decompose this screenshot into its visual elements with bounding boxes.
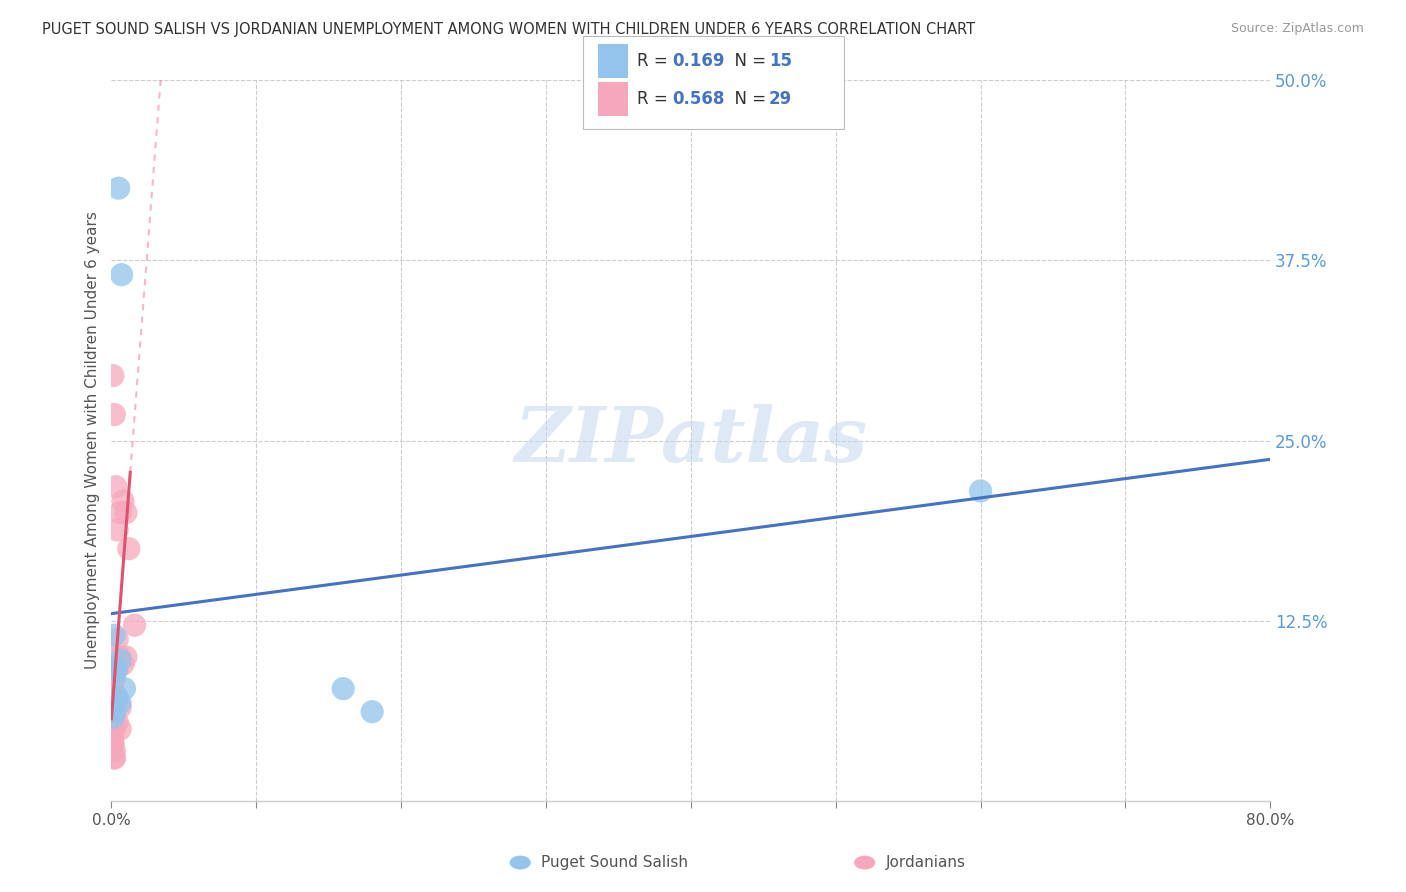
Point bbox=[111, 657, 134, 672]
Point bbox=[103, 705, 125, 719]
Point bbox=[105, 661, 128, 675]
Point bbox=[101, 368, 124, 383]
Text: ZIPatlas: ZIPatlas bbox=[515, 403, 868, 477]
Y-axis label: Unemployment Among Women with Children Under 6 years: Unemployment Among Women with Children U… bbox=[86, 211, 100, 670]
Point bbox=[124, 618, 146, 632]
Point bbox=[103, 686, 125, 700]
Point bbox=[332, 681, 354, 696]
Point bbox=[103, 744, 125, 758]
Point bbox=[107, 181, 129, 195]
Point bbox=[104, 665, 127, 679]
Point bbox=[108, 696, 131, 710]
Text: Source: ZipAtlas.com: Source: ZipAtlas.com bbox=[1230, 22, 1364, 36]
Point bbox=[108, 653, 131, 667]
Text: R =: R = bbox=[637, 90, 673, 108]
Point bbox=[103, 707, 125, 722]
Point bbox=[104, 661, 127, 675]
Point bbox=[108, 506, 131, 520]
Point bbox=[103, 751, 125, 765]
Point bbox=[115, 506, 138, 520]
Point bbox=[103, 672, 125, 686]
Point bbox=[101, 729, 124, 743]
Text: 0.568: 0.568 bbox=[672, 90, 724, 108]
Point bbox=[105, 523, 128, 537]
Point bbox=[114, 681, 136, 696]
Text: PUGET SOUND SALISH VS JORDANIAN UNEMPLOYMENT AMONG WOMEN WITH CHILDREN UNDER 6 Y: PUGET SOUND SALISH VS JORDANIAN UNEMPLOY… bbox=[42, 22, 976, 37]
Point bbox=[103, 751, 125, 765]
Point bbox=[118, 541, 141, 556]
Point bbox=[108, 722, 131, 736]
Text: N =: N = bbox=[724, 52, 772, 70]
Text: 29: 29 bbox=[769, 90, 793, 108]
Text: Puget Sound Salish: Puget Sound Salish bbox=[541, 855, 689, 870]
Text: R =: R = bbox=[637, 52, 673, 70]
Point bbox=[105, 714, 128, 729]
Text: 0.169: 0.169 bbox=[672, 52, 724, 70]
Point bbox=[111, 494, 134, 508]
Point bbox=[101, 710, 124, 724]
Point bbox=[101, 736, 124, 750]
Text: Jordanians: Jordanians bbox=[886, 855, 966, 870]
Point bbox=[103, 408, 125, 422]
Point bbox=[108, 649, 131, 664]
Point bbox=[105, 693, 128, 707]
Point bbox=[103, 628, 125, 642]
Point bbox=[101, 700, 124, 714]
Point bbox=[115, 649, 138, 664]
Point bbox=[104, 480, 127, 494]
Point bbox=[110, 268, 132, 282]
Point bbox=[103, 707, 125, 722]
Text: N =: N = bbox=[724, 90, 772, 108]
Point bbox=[103, 722, 125, 736]
Point bbox=[361, 705, 384, 719]
Point bbox=[101, 736, 124, 750]
Point bbox=[108, 700, 131, 714]
Point bbox=[969, 483, 991, 498]
Point bbox=[105, 632, 128, 647]
Point bbox=[105, 690, 128, 705]
Text: 15: 15 bbox=[769, 52, 792, 70]
